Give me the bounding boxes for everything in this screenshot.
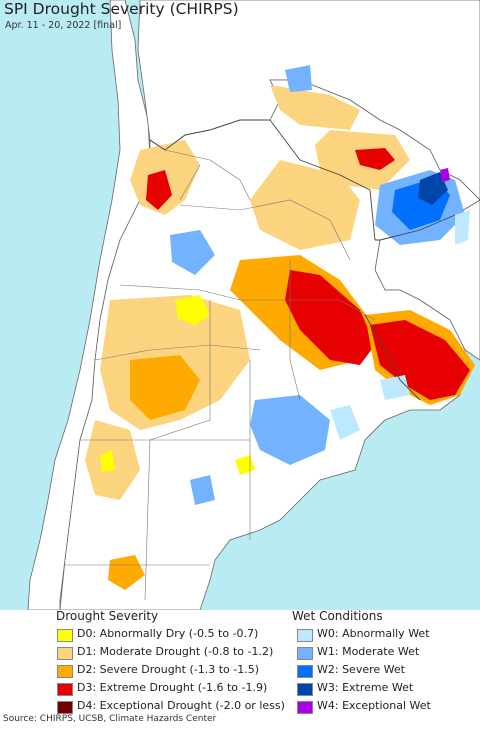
d3-extreme-drought-central (285, 270, 375, 365)
legend-swatch-w1 (297, 647, 313, 660)
d1-moderate-drought-chaco (250, 160, 360, 250)
d2-severe-drought-cuyo (130, 355, 200, 420)
d3-extreme-drought-northwest (146, 170, 172, 210)
d2-severe-drought-south (108, 555, 145, 590)
legend-swatch-w4 (297, 701, 313, 714)
w0-abnormally-wet-pampa (330, 375, 410, 440)
legend-label-d2: D2: Severe Drought (-1.3 to -1.5) (77, 663, 260, 676)
w4-exceptional-wet-east (440, 168, 450, 182)
legend-swatch-d4 (57, 701, 73, 714)
legend-label-w1: W1: Moderate Wet (317, 645, 420, 658)
legend-label-d1: D1: Moderate Drought (-0.8 to -1.2) (77, 645, 274, 658)
legend-swatch-d1 (57, 647, 73, 660)
drought-map (0, 0, 480, 610)
legend-swatch-w2 (297, 665, 313, 678)
legend-label-w4: W4: Exceptional Wet (317, 699, 431, 712)
legend-label-w0: W0: Abnormally Wet (317, 627, 430, 640)
wet-legend: Wet Conditions W0: Abnormally Wet W1: Mo… (240, 608, 480, 714)
source-credit: Source: CHIRPS, UCSB, Climate Hazards Ce… (3, 714, 217, 724)
w1-moderate-wet-central (170, 230, 215, 275)
country-borders (149, 119, 456, 401)
province-borders (65, 149, 376, 601)
d3-extreme-drought-paraguay (355, 148, 395, 170)
drought-legend-title: Drought Severity (56, 609, 159, 623)
legend-swatch-d2 (57, 665, 73, 678)
legend-swatch-d3 (57, 683, 73, 696)
map-title: SPI Drought Severity (CHIRPS) (4, 0, 239, 18)
legend-label-d0: D0: Abnormally Dry (-0.5 to -0.7) (77, 627, 259, 640)
w3-extreme-wet-east (418, 172, 448, 205)
map-subtitle: Apr. 11 - 20, 2022 [final] (5, 20, 122, 31)
w1-moderate-wet-northeast (285, 65, 312, 92)
w0-abnormally-wet-east (455, 210, 470, 245)
d3-extreme-drought-uruguay-brazil (370, 320, 470, 400)
legend-swatch-d0 (57, 629, 73, 642)
d1-moderate-drought-north (270, 85, 360, 130)
legend-label-w3: W3: Extreme Wet (317, 681, 414, 694)
legend-label-d3: D3: Extreme Drought (-1.6 to -1.9) (77, 681, 268, 694)
legend-label-w2: W2: Severe Wet (317, 663, 405, 676)
legend-swatch-w3 (297, 683, 313, 696)
wet-legend-title: Wet Conditions (292, 609, 383, 623)
legend-swatch-w0 (297, 629, 313, 642)
w1-moderate-wet-pampa (250, 395, 330, 465)
drought-legend: Drought Severity D0: Abnormally Dry (-0.… (0, 608, 285, 714)
legend-label-d4: D4: Exceptional Drought (-2.0 or less) (77, 699, 285, 712)
w1-moderate-wet-south (190, 475, 215, 505)
